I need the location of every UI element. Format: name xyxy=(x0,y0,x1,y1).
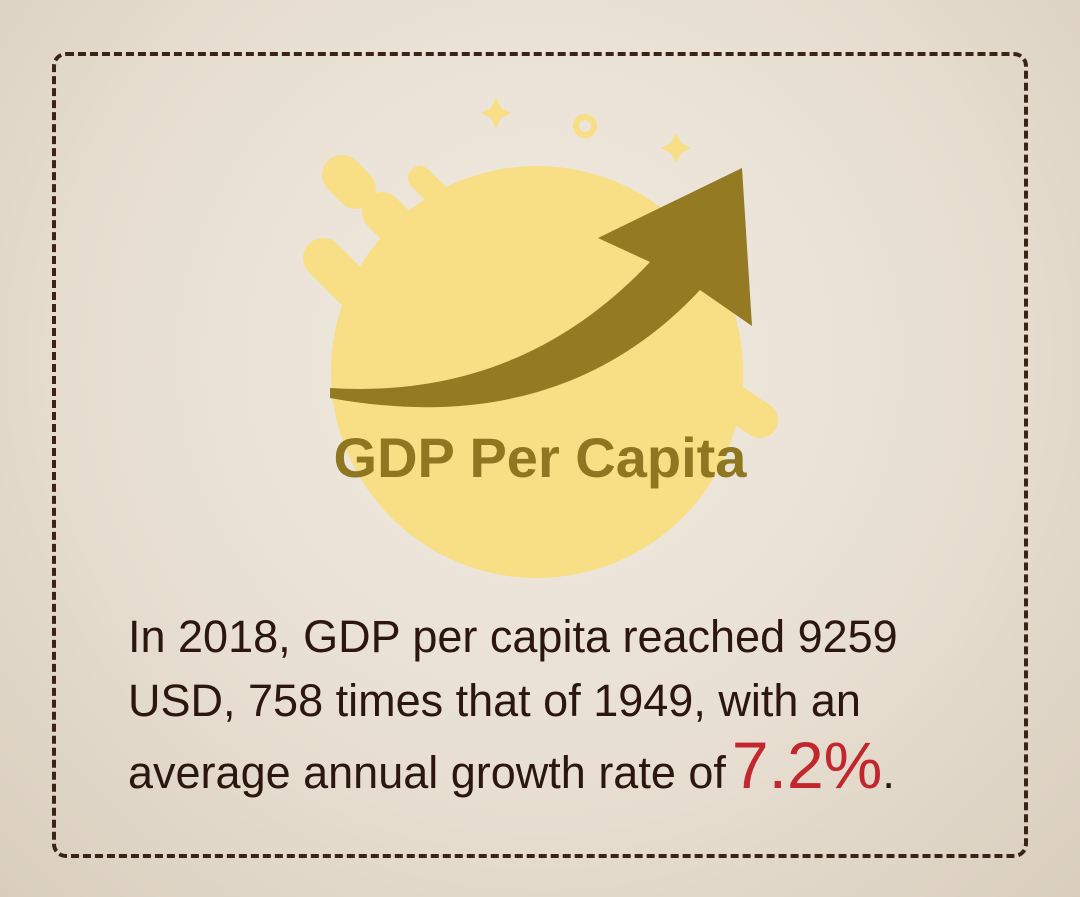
body-text: In 2018, GDP per capita reached 9259 USD… xyxy=(128,605,988,805)
highlight-value: 7.2% xyxy=(731,728,883,802)
dashed-frame xyxy=(52,52,1028,858)
body-sentence: In 2018, GDP per capita reached 9259 USD… xyxy=(128,611,898,798)
body-end: . xyxy=(882,747,895,798)
title: GDP Per Capita xyxy=(333,426,747,489)
